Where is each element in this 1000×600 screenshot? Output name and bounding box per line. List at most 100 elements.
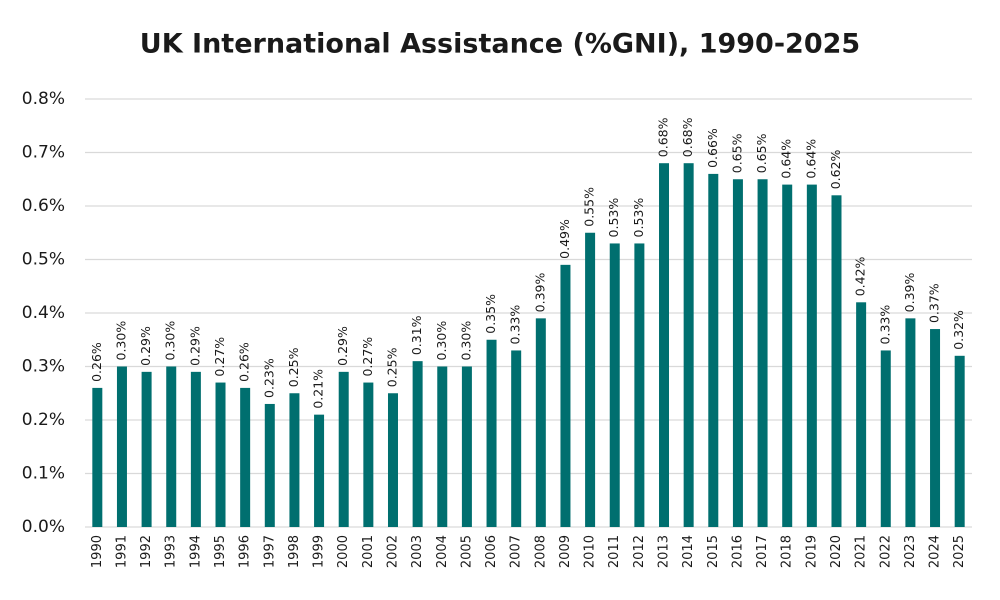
x-tick-label: 2011 (607, 535, 622, 568)
y-tick-label: 0.6% (22, 196, 65, 216)
y-tick-label: 0.5% (22, 250, 65, 270)
x-tick-label: 1997 (262, 535, 277, 568)
value-label: 0.21% (311, 369, 326, 409)
x-tick-label: 1992 (139, 535, 154, 568)
value-label: 0.55% (582, 187, 597, 227)
value-label: 0.49% (557, 219, 572, 259)
x-tick-label: 2005 (459, 535, 474, 568)
value-label: 0.53% (631, 198, 646, 238)
bar (264, 403, 275, 527)
value-label: 0.26% (89, 342, 104, 382)
x-tick-label: 2023 (903, 535, 918, 568)
x-tick-label: 2019 (804, 535, 819, 568)
bar (683, 163, 694, 527)
bar (412, 361, 423, 527)
value-label: 0.35% (483, 294, 498, 334)
x-tick-label: 1991 (114, 535, 129, 568)
value-label: 0.37% (927, 283, 942, 323)
bar (190, 371, 201, 527)
x-tick-label: 2002 (385, 535, 400, 568)
bar (437, 366, 448, 527)
x-tick-label: 2018 (780, 535, 795, 568)
bar (387, 393, 398, 527)
x-tick-label: 1995 (213, 535, 228, 568)
value-label: 0.66% (705, 128, 720, 168)
bar (363, 382, 374, 527)
bar (880, 350, 891, 527)
value-label: 0.29% (187, 326, 202, 366)
bar (338, 371, 349, 527)
x-tick-label: 2003 (410, 535, 425, 568)
bar (92, 387, 103, 527)
value-label: 0.65% (754, 133, 769, 173)
value-label: 0.23% (261, 358, 276, 398)
value-label: 0.68% (680, 117, 695, 157)
value-label: 0.26% (237, 342, 252, 382)
x-tick-label: 2020 (829, 535, 844, 568)
value-label: 0.64% (803, 139, 818, 179)
y-tick-label: 0.1% (22, 464, 65, 484)
x-tick-label: 2000 (336, 535, 351, 568)
x-tick-label: 2001 (361, 535, 376, 568)
bar (659, 163, 670, 527)
bar (954, 355, 965, 527)
x-tick-label: 1999 (312, 535, 327, 568)
x-tick-label: 2021 (854, 535, 869, 568)
value-label: 0.27% (212, 337, 227, 377)
x-tick-label: 2012 (632, 535, 647, 568)
value-label: 0.33% (508, 305, 523, 345)
bar (634, 243, 645, 527)
y-tick-label: 0.4% (22, 303, 65, 323)
value-label: 0.33% (877, 305, 892, 345)
bar (215, 382, 226, 527)
x-tick-label: 2007 (509, 535, 524, 568)
value-label: 0.29% (138, 326, 153, 366)
bar (732, 179, 743, 527)
bar (609, 243, 620, 527)
bar (166, 366, 177, 527)
x-tick-label: 2004 (435, 535, 450, 568)
x-tick-label: 2009 (558, 535, 573, 568)
bar (782, 184, 793, 527)
value-label: 0.25% (286, 347, 301, 387)
x-tick-label: 2006 (484, 535, 499, 568)
value-label: 0.30% (458, 321, 473, 361)
x-tick-label: 2025 (952, 535, 967, 568)
value-label: 0.30% (434, 321, 449, 361)
x-tick-label: 1994 (188, 535, 203, 568)
x-tick-label: 1996 (238, 535, 253, 568)
y-tick-label: 0.7% (22, 143, 65, 163)
x-tick-label: 2013 (657, 535, 672, 568)
x-tick-label: 2010 (583, 535, 598, 568)
x-tick-label: 1993 (164, 535, 179, 568)
value-label: 0.27% (360, 337, 375, 377)
bar (314, 414, 325, 527)
bar (511, 350, 522, 527)
value-label: 0.62% (828, 149, 843, 189)
y-tick-label: 0.0% (22, 517, 65, 537)
bar (806, 184, 817, 527)
x-tick-label: 2022 (878, 535, 893, 568)
bar (560, 264, 571, 527)
value-label: 0.39% (902, 273, 917, 313)
y-tick-label: 0.8% (22, 89, 65, 109)
x-tick-label: 2017 (755, 535, 770, 568)
bar (856, 302, 867, 527)
value-label: 0.42% (853, 256, 868, 296)
bar (240, 387, 251, 527)
value-label: 0.32% (951, 310, 966, 350)
chart-title: UK International Assistance (%GNI), 1990… (140, 29, 860, 60)
bar (708, 173, 719, 527)
x-tick-label: 1990 (90, 535, 105, 568)
bar (461, 366, 472, 527)
bar (535, 318, 546, 527)
value-label: 0.31% (409, 315, 424, 355)
value-label: 0.30% (113, 321, 128, 361)
bar (486, 339, 497, 527)
value-label: 0.39% (532, 273, 547, 313)
bar (141, 371, 152, 527)
x-tick-label: 2008 (533, 535, 548, 568)
value-label: 0.30% (163, 321, 178, 361)
y-tick-label: 0.2% (22, 410, 65, 430)
